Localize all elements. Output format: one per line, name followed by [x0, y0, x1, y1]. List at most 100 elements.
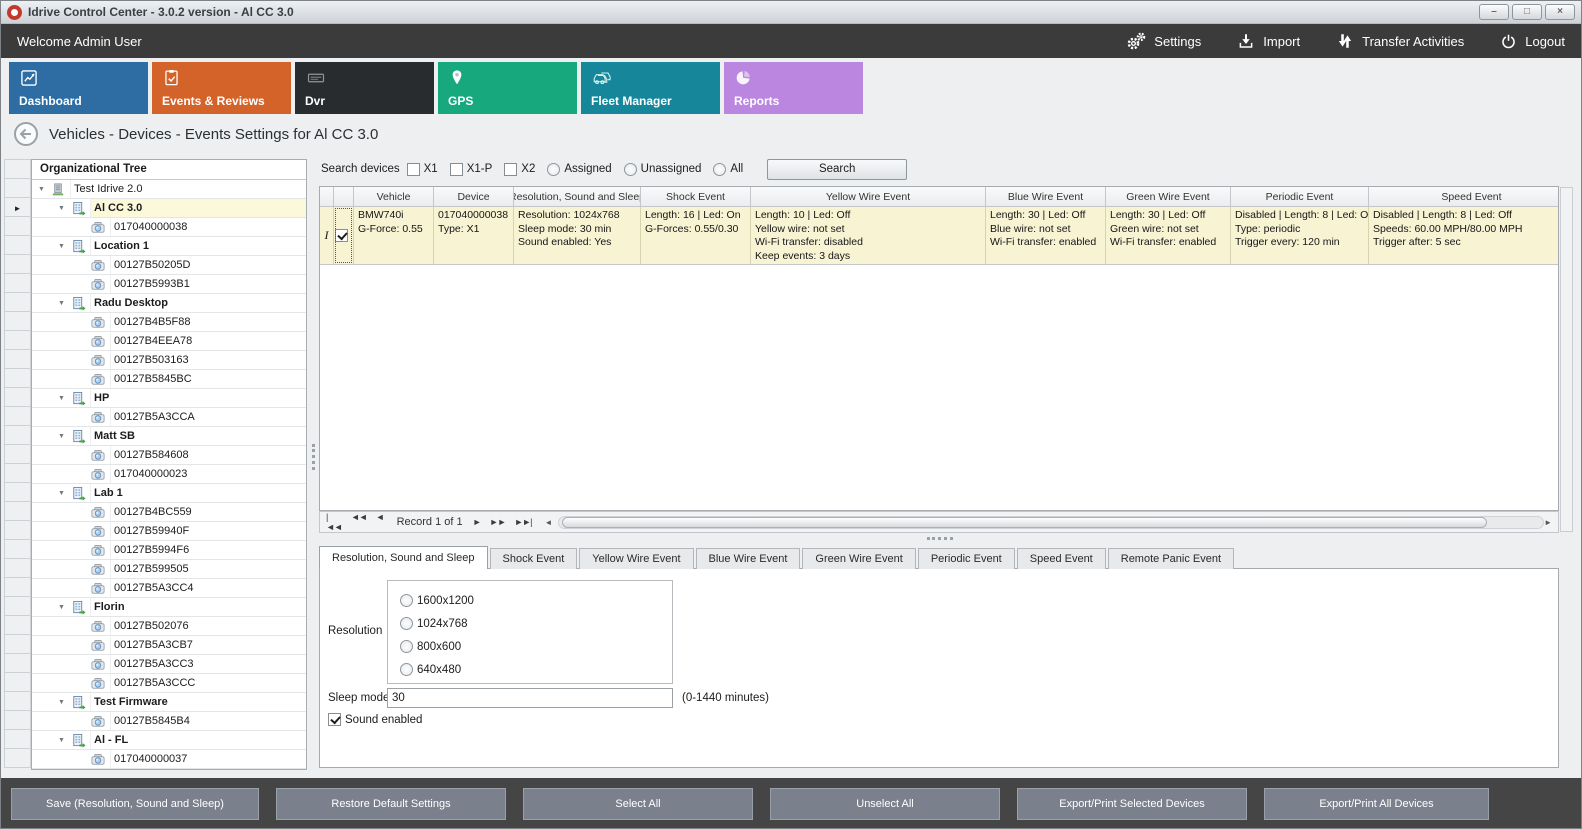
tree-item[interactable]: ▼ 00127B5A3CCC — [32, 674, 306, 693]
row-indicator-cell[interactable]: ► — [4, 540, 31, 559]
event-settings-tab[interactable]: Shock Event — [489, 548, 578, 569]
back-button[interactable] — [13, 121, 39, 147]
event-settings-tab[interactable]: Remote Panic Event — [1107, 548, 1235, 569]
logout-menu-item[interactable]: Logout — [1500, 33, 1565, 50]
minimize-button[interactable]: – — [1479, 4, 1509, 20]
device-type-checkbox[interactable]: X2 — [504, 162, 535, 176]
expander-icon[interactable]: ▼ — [58, 698, 65, 706]
row-indicator-cell[interactable]: ► — [4, 255, 31, 274]
event-settings-tab[interactable]: Blue Wire Event — [695, 548, 801, 569]
tree-item[interactable]: ▼ 00127B599505 — [32, 560, 306, 579]
tree-item[interactable]: ▼ Lab 1 — [32, 484, 306, 503]
expander-icon[interactable]: ▼ — [58, 432, 65, 440]
import-menu-item[interactable]: Import — [1237, 32, 1300, 50]
row-indicator-cell[interactable]: ► — [4, 749, 31, 768]
row-indicator-cell[interactable]: ► — [4, 616, 31, 635]
row-indicator-cell[interactable]: ► — [4, 198, 31, 217]
tree-item[interactable]: ▼ Matt SB — [32, 427, 306, 446]
tab-dashboard[interactable]: Dashboard — [9, 62, 148, 114]
device-row[interactable]: I BMW740i G-Force: 0.55 017040000038 Type… — [320, 207, 1558, 265]
device-type-checkbox[interactable]: X1 — [406, 162, 438, 176]
vertical-splitter[interactable] — [307, 159, 319, 770]
scroll-left-icon[interactable]: ◄ — [544, 517, 553, 527]
tree-item[interactable]: ▼ 00127B4EEA78 — [32, 332, 306, 351]
tree-item[interactable]: ▼ 017040000037 — [32, 750, 306, 769]
tree-item[interactable]: ▼ 00127B50205D — [32, 256, 306, 275]
tab-events-reviews[interactable]: Events & Reviews — [152, 62, 291, 114]
tree-item[interactable]: ▼ 00127B503163 — [32, 351, 306, 370]
row-indicator-cell[interactable]: ► — [4, 559, 31, 578]
grid-column-header[interactable]: Vehicle — [354, 187, 434, 206]
row-indicator-cell[interactable]: ► — [4, 597, 31, 616]
row-indicator-cell[interactable]: ► — [4, 445, 31, 464]
device-type-checkbox[interactable]: X1-P — [449, 162, 492, 176]
row-indicator-cell[interactable]: ► — [4, 521, 31, 540]
tree-item[interactable]: ▼ Al CC 3.0 — [32, 199, 306, 218]
expander-icon[interactable]: ▼ — [58, 394, 65, 402]
prev-record-icon[interactable]: ◄ — [375, 512, 385, 522]
tab-dvr[interactable]: Dvr — [295, 62, 434, 114]
tab-gps[interactable]: GPS — [438, 62, 577, 114]
tree-item[interactable]: ▼ 00127B5845BC — [32, 370, 306, 389]
event-settings-tab[interactable]: Speed Event — [1016, 548, 1106, 569]
row-indicator-cell[interactable]: ► — [4, 388, 31, 407]
tree-item[interactable]: ▼ Florin — [32, 598, 306, 617]
row-indicator-cell[interactable]: ► — [4, 483, 31, 502]
grid-column-header[interactable]: Shock Event — [641, 187, 751, 206]
event-settings-tab[interactable]: Resolution, Sound and Sleep — [319, 546, 488, 569]
transfer-activities-menu-item[interactable]: Transfer Activities — [1336, 32, 1464, 50]
tree-item[interactable]: ▼ 00127B5A3CB7 — [32, 636, 306, 655]
last-record-icon[interactable]: ►►| — [514, 517, 532, 527]
grid-column-header[interactable]: Periodic Event — [1231, 187, 1369, 206]
action-button[interactable]: Export/Print All Devices — [1264, 788, 1489, 820]
grid-column-header[interactable]: Yellow Wire Event — [751, 187, 986, 206]
tree-item[interactable]: ▼ HP — [32, 389, 306, 408]
expander-icon[interactable]: ▼ — [58, 736, 65, 744]
row-indicator-cell[interactable]: ► — [4, 236, 31, 255]
event-settings-tab[interactable]: Green Wire Event — [802, 548, 916, 569]
tree-item[interactable]: ▼ 017040000023 — [32, 465, 306, 484]
horizontal-splitter[interactable] — [319, 532, 1559, 545]
tree-item[interactable]: ▼ 00127B5A3CC4 — [32, 579, 306, 598]
tree-item[interactable]: ▼ 00127B502076 — [32, 617, 306, 636]
tree-item[interactable]: ▼ Radu Desktop — [32, 294, 306, 313]
row-indicator-cell[interactable]: ► — [4, 464, 31, 483]
scroll-right-icon[interactable]: ► — [1544, 517, 1552, 527]
tree-item[interactable]: ▼ 00127B5A3CCA — [32, 408, 306, 427]
tree-item[interactable]: ▼ 00127B4BC559 — [32, 503, 306, 522]
tree-item[interactable]: ▼ 017040000038 — [32, 218, 306, 237]
row-indicator-cell[interactable]: ► — [4, 578, 31, 597]
grid-column-header[interactable]: Speed Event — [1441, 190, 1502, 203]
action-button[interactable]: Unselect All — [770, 788, 1000, 820]
tree-item[interactable]: ▼ 00127B5994F6 — [32, 541, 306, 560]
tree-item[interactable]: ▼ 00127B5845B4 — [32, 712, 306, 731]
expander-icon[interactable]: ▼ — [58, 489, 65, 497]
sleep-mode-input[interactable] — [387, 688, 673, 708]
expander-icon[interactable]: ▼ — [58, 204, 65, 212]
expander-icon[interactable]: ▼ — [38, 185, 45, 193]
tree-item[interactable]: ▼ 00127B5993B1 — [32, 275, 306, 294]
grid-column-header[interactable]: Blue Wire Event — [986, 187, 1106, 206]
row-indicator-cell[interactable]: ► — [4, 179, 31, 198]
tab-fleet-manager[interactable]: Fleet Manager — [581, 62, 720, 114]
resolution-radio-option[interactable]: 1024x768 — [400, 612, 672, 635]
row-indicator-cell[interactable]: ► — [4, 293, 31, 312]
tree-item[interactable]: ▼ Test Firmware — [32, 693, 306, 712]
row-indicator-cell[interactable]: ► — [4, 331, 31, 350]
row-indicator-cell[interactable]: ► — [4, 692, 31, 711]
prev-page-icon[interactable]: ◄◄ — [350, 512, 368, 522]
event-settings-tab[interactable]: Yellow Wire Event — [579, 548, 694, 569]
grid-vertical-scrollbar[interactable] — [1560, 187, 1573, 532]
assignment-radio[interactable]: All — [713, 162, 743, 176]
row-indicator-cell[interactable]: ► — [4, 673, 31, 692]
row-indicator-cell[interactable]: ► — [4, 426, 31, 445]
row-select-checkbox[interactable] — [335, 229, 348, 242]
row-indicator-cell[interactable]: ► — [4, 350, 31, 369]
row-indicator-cell[interactable]: ► — [4, 217, 31, 236]
row-indicator-cell[interactable]: ► — [4, 654, 31, 673]
settings-menu-item[interactable]: Settings — [1126, 31, 1201, 51]
action-button[interactable]: Select All — [523, 788, 753, 820]
row-indicator-cell[interactable]: ► — [4, 274, 31, 293]
horizontal-scrollbar-thumb[interactable] — [562, 516, 1488, 528]
tree-item[interactable]: ▼ 00127B5A3CC3 — [32, 655, 306, 674]
